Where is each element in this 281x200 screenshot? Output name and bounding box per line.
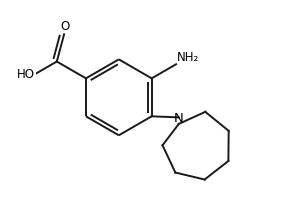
- Text: O: O: [61, 20, 70, 33]
- Text: NH₂: NH₂: [177, 51, 200, 64]
- Text: N: N: [174, 111, 184, 124]
- Text: HO: HO: [17, 68, 35, 81]
